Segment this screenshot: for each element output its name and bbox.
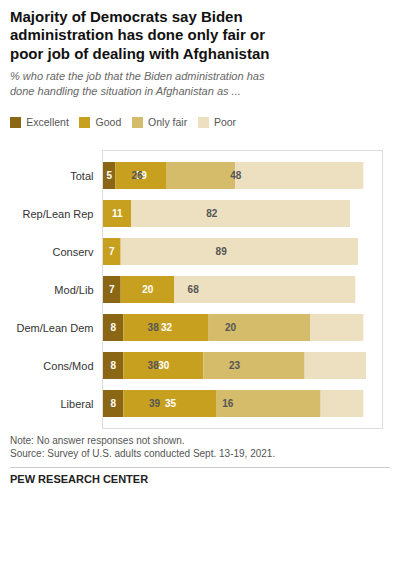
svg-text:30: 30 [158,360,170,371]
svg-text:39: 39 [149,398,161,409]
html-text:Note: No answer responses not: Note: No answer responses not shown. [10,434,185,446]
svg-text:82: 82 [206,208,218,219]
svg-text:Rep/Lean Rep: Rep/Lean Rep [23,207,94,219]
svg-text:Liberal: Liberal [60,397,93,409]
svg-text:8: 8 [110,398,116,409]
html-text:PEW RESEARCH CENTER: PEW RESEARCH CENTER [10,472,149,485]
html-text:Good: Good [95,116,122,129]
svg-text:26: 26 [132,170,144,181]
svg-text:Dem/Lean Dem: Dem/Lean Dem [16,321,93,333]
html-text:Excellent: Excellent [26,116,69,129]
html-text:Source: Survey of U.S. adults: Source: Survey of U.S. adults conducted … [10,448,276,460]
svg-text:68: 68 [188,284,200,295]
svg-text:8: 8 [110,322,116,333]
svg-text:7: 7 [109,284,115,295]
svg-text:38: 38 [148,360,160,371]
svg-text:Conserv: Conserv [53,245,94,257]
svg-text:38: 38 [148,322,160,333]
svg-text:Cons/Mod: Cons/Mod [43,359,93,371]
svg-text:48: 48 [230,170,242,181]
svg-text:16: 16 [222,398,234,409]
svg-text:23: 23 [229,360,241,371]
svg-text:20: 20 [225,322,237,333]
svg-text:8: 8 [110,360,116,371]
svg-text:Total: Total [70,169,93,181]
html-text:Only fair: Only fair [148,116,188,129]
svg-text:32: 32 [161,322,173,333]
svg-text:35: 35 [165,398,177,409]
svg-text:7: 7 [109,246,115,257]
svg-text:89: 89 [216,246,228,257]
html-text:Poor: Poor [213,116,237,129]
html-text:Majority of Democrats say Bide: Majority of Democrats say Biden administ… [10,8,270,62]
svg-text:20: 20 [142,284,154,295]
svg-text:11: 11 [112,208,123,219]
html-text:% who rate the job that the Bi: % who rate the job that the Biden admini… [10,69,265,98]
svg-text:5: 5 [106,170,112,181]
svg-text:Mod/Lib: Mod/Lib [54,283,93,295]
